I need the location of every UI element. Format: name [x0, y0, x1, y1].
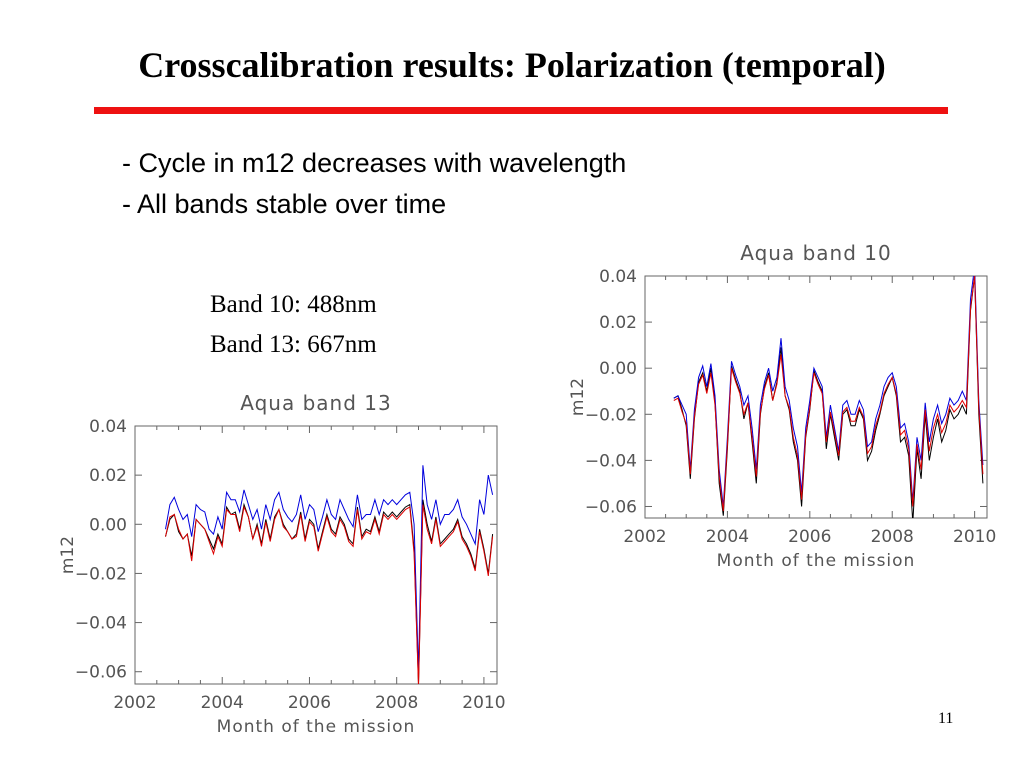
- series-line: [165, 465, 494, 672]
- y-axis-label: m12: [58, 536, 78, 574]
- bullet-list: - Cycle in m12 decreases with wavelength…: [122, 143, 626, 225]
- x-tick-label: 2004: [201, 693, 244, 713]
- y-tick-label: 0.04: [89, 417, 127, 437]
- plot-frame: [644, 275, 988, 519]
- y-axis-label: m12: [568, 378, 588, 416]
- x-tick-label: 2002: [623, 527, 666, 547]
- chart-svg: Aqua band 13 0.04 0.02 0.00 −0.02 −0.04 −0.06 2…: [58, 391, 506, 737]
- band-info-line: Band 13: 667nm: [210, 331, 377, 358]
- x-tick-label: 2010: [953, 527, 996, 547]
- series-line: [165, 499, 494, 684]
- slide-title: Crosscalibration results: Polarization (…: [138, 45, 886, 85]
- series-line: [673, 276, 984, 507]
- y-tick-label: 0.02: [599, 313, 637, 333]
- x-tick-label: 2006: [288, 693, 331, 713]
- bullet-item: - All bands stable over time: [122, 189, 447, 219]
- y-tick-label: −0.02: [585, 405, 637, 425]
- x-axis-label: Month of the mission: [717, 551, 916, 571]
- page-number: 11: [938, 710, 954, 727]
- chart-title: Aqua band 10: [740, 241, 891, 265]
- y-tick-label: −0.06: [585, 497, 637, 517]
- x-tick-label: 2006: [788, 527, 831, 547]
- band-info: Band 10: 488nm Band 13: 667nm: [210, 285, 377, 365]
- chart-svg: Aqua band 10 0.04 0.02 0.00 −0.02 −0.04 −0.06 2…: [568, 241, 996, 571]
- y-tick-label: −0.04: [75, 614, 127, 634]
- y-tick-label: 0.04: [599, 267, 637, 287]
- plot-frame: [134, 425, 498, 685]
- chart-title: Aqua band 13: [240, 391, 391, 415]
- band-info-line: Band 10: 488nm: [210, 291, 377, 318]
- y-tick-label: 0.00: [89, 515, 127, 535]
- x-tick-label: 2008: [871, 527, 914, 547]
- chart-aqua-band-13: Aqua band 13 0.04 0.02 0.00 −0.02 −0.04 −0.06 2…: [22, 388, 532, 750]
- title-rule: [94, 107, 948, 114]
- y-tick-label: 0.00: [599, 359, 637, 379]
- x-tick-label: 2002: [113, 693, 156, 713]
- y-tick-label: −0.06: [75, 663, 127, 683]
- y-tick-label: 0.02: [89, 466, 127, 486]
- x-tick-label: 2008: [375, 693, 418, 713]
- x-axis-label: Month of the mission: [217, 717, 416, 737]
- series-line: [673, 276, 984, 512]
- series-line: [165, 504, 494, 684]
- x-tick-label: 2004: [706, 527, 749, 547]
- bullet-item: - Cycle in m12 decreases with wavelength: [122, 148, 627, 178]
- y-tick-label: −0.02: [75, 564, 127, 584]
- x-tick-label: 2010: [462, 693, 505, 713]
- y-tick-label: −0.04: [585, 451, 637, 471]
- chart-aqua-band-10: Aqua band 10 0.04 0.02 0.00 −0.02 −0.04 −0.06 2…: [532, 238, 1014, 588]
